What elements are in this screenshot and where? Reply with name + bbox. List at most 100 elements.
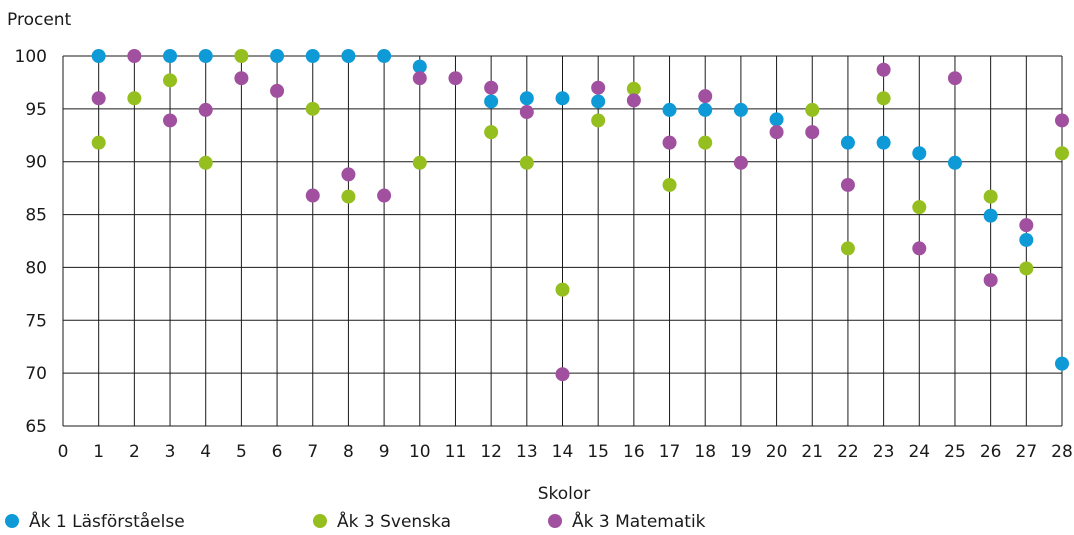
legend-item: Åk 1 Läsförståelse bbox=[5, 510, 185, 532]
data-point bbox=[127, 49, 142, 63]
data-point bbox=[1055, 146, 1069, 161]
data-point bbox=[626, 81, 641, 96]
data-point bbox=[270, 49, 285, 63]
data-point bbox=[912, 241, 927, 256]
data-point bbox=[198, 155, 213, 170]
series-1 bbox=[91, 49, 1069, 371]
data-point bbox=[91, 49, 106, 63]
data-point bbox=[555, 91, 570, 106]
series-2 bbox=[91, 49, 1069, 297]
data-point bbox=[805, 102, 820, 117]
y-tick-label: 100 bbox=[15, 47, 47, 67]
data-point bbox=[91, 91, 106, 106]
data-point bbox=[377, 188, 392, 203]
x-tick-label: 7 bbox=[307, 442, 318, 462]
data-point bbox=[983, 208, 998, 223]
data-point bbox=[698, 102, 713, 117]
x-tick-label: 19 bbox=[730, 442, 752, 462]
data-point bbox=[698, 135, 713, 150]
data-point bbox=[662, 102, 677, 117]
data-point bbox=[591, 94, 606, 109]
data-point bbox=[163, 73, 178, 88]
data-point bbox=[1055, 113, 1069, 128]
legend-item: Åk 3 Matematik bbox=[548, 510, 706, 532]
data-point bbox=[662, 135, 677, 150]
data-point bbox=[626, 93, 641, 108]
x-tick-label: 24 bbox=[908, 442, 930, 462]
x-tick-label: 14 bbox=[552, 442, 574, 462]
legend: Åk 1 Läsförståelse Åk 3 Svenska Åk 3 Matem… bbox=[5, 510, 706, 532]
data-point bbox=[519, 91, 534, 106]
x-axis-title: Skolor bbox=[538, 484, 591, 504]
data-point bbox=[234, 71, 249, 86]
x-tick-label: 16 bbox=[623, 442, 645, 462]
legend-marker bbox=[548, 514, 562, 528]
data-point bbox=[876, 135, 891, 150]
data-point bbox=[163, 49, 178, 63]
x-tick-label: 20 bbox=[766, 442, 788, 462]
data-point bbox=[662, 177, 677, 192]
x-tick-label: 1 bbox=[93, 442, 104, 462]
data-point bbox=[555, 282, 570, 297]
data-point bbox=[769, 112, 784, 127]
x-tick-label: 13 bbox=[516, 442, 538, 462]
data-point bbox=[198, 102, 213, 117]
x-tick-label: 26 bbox=[980, 442, 1002, 462]
data-point bbox=[1019, 261, 1034, 276]
data-point bbox=[876, 91, 891, 106]
data-point bbox=[198, 49, 213, 63]
data-point bbox=[591, 113, 606, 128]
y-axis-title: Procent bbox=[7, 10, 72, 30]
data-point bbox=[1019, 232, 1034, 247]
x-tick-label: 27 bbox=[1016, 442, 1038, 462]
x-tick-label: 25 bbox=[944, 442, 966, 462]
data-points bbox=[91, 49, 1069, 382]
y-tick-label: 85 bbox=[25, 206, 47, 226]
x-axis-ticks: 0 1 2 3 4 5 6 7 8 9 10 11 12 13 14 15 16 17 18 19 20 21 22 23 24… bbox=[58, 442, 1073, 462]
data-point bbox=[840, 241, 855, 256]
y-tick-label: 95 bbox=[25, 100, 47, 120]
x-tick-label: 6 bbox=[272, 442, 283, 462]
data-point bbox=[484, 94, 499, 109]
y-tick-label: 80 bbox=[25, 258, 47, 278]
x-tick-label: 8 bbox=[343, 442, 354, 462]
data-point bbox=[448, 71, 463, 86]
series-3 bbox=[91, 49, 1069, 382]
x-tick-label: 2 bbox=[129, 442, 140, 462]
x-tick-label: 10 bbox=[409, 442, 431, 462]
legend-item: Åk 3 Svenska bbox=[313, 510, 451, 532]
data-point bbox=[983, 273, 998, 288]
data-point bbox=[163, 113, 178, 128]
data-point bbox=[698, 89, 713, 104]
data-point bbox=[805, 125, 820, 140]
data-point bbox=[840, 135, 855, 150]
data-point bbox=[912, 200, 927, 215]
x-tick-label: 21 bbox=[801, 442, 823, 462]
data-point bbox=[591, 80, 606, 95]
data-point bbox=[947, 71, 962, 86]
data-point bbox=[555, 367, 570, 382]
x-tick-label: 0 bbox=[58, 442, 69, 462]
x-tick-label: 17 bbox=[659, 442, 681, 462]
data-point bbox=[341, 167, 356, 182]
x-tick-label: 11 bbox=[445, 442, 467, 462]
data-point bbox=[234, 49, 249, 63]
y-axis-ticks: 65 70 75 80 85 90 95 100 bbox=[15, 47, 47, 437]
data-point bbox=[1019, 218, 1034, 233]
data-point bbox=[305, 101, 320, 116]
x-tick-label: 12 bbox=[480, 442, 502, 462]
x-tick-label: 22 bbox=[837, 442, 859, 462]
data-point bbox=[484, 125, 499, 140]
data-point bbox=[733, 155, 748, 170]
data-point bbox=[484, 80, 499, 95]
data-point bbox=[412, 155, 427, 170]
x-tick-label: 5 bbox=[236, 442, 247, 462]
data-point bbox=[341, 189, 356, 204]
data-point bbox=[1055, 356, 1069, 371]
x-tick-label: 18 bbox=[694, 442, 716, 462]
legend-label: Åk 3 Matematik bbox=[572, 510, 706, 532]
x-tick-label: 3 bbox=[165, 442, 176, 462]
data-point bbox=[91, 135, 106, 150]
data-point bbox=[127, 91, 142, 106]
